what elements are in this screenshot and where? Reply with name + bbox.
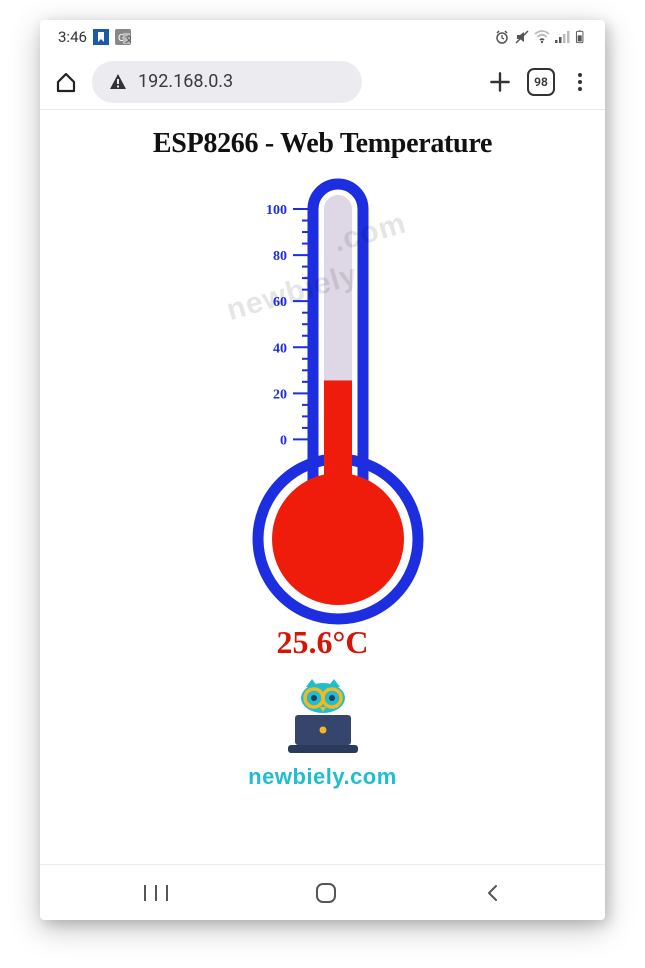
svg-text:40: 40	[273, 341, 287, 356]
svg-text:文: 文	[125, 34, 131, 44]
url-bar[interactable]: 192.168.0.3	[92, 61, 362, 103]
status-bar: 3:46 G文	[40, 20, 605, 54]
thermometer-widget: .com newbiely 020406080100	[163, 166, 483, 626]
status-time: 3:46	[58, 28, 87, 46]
status-right	[494, 29, 587, 45]
phone-frame: 3:46 G文 192.168.0.3 98 ESP8266 - Web Tem…	[40, 20, 605, 920]
app-icon-1	[93, 29, 109, 45]
url-text: 192.168.0.3	[138, 71, 233, 92]
new-tab-button[interactable]	[487, 69, 513, 95]
home-icon[interactable]	[54, 70, 78, 94]
alarm-icon	[494, 29, 510, 45]
menu-button[interactable]	[569, 71, 591, 93]
svg-text:80: 80	[273, 249, 287, 264]
back-button[interactable]	[483, 883, 503, 903]
status-left: 3:46 G文	[58, 28, 131, 46]
mute-icon	[514, 29, 530, 45]
brand-name: newbiely.com	[40, 764, 605, 790]
system-nav-bar	[40, 864, 605, 920]
tabs-count: 98	[534, 75, 548, 89]
battery-icon	[574, 29, 587, 45]
svg-text:20: 20	[273, 387, 287, 402]
svg-text:60: 60	[273, 295, 287, 310]
tabs-button[interactable]: 98	[527, 68, 555, 96]
page-content: ESP8266 - Web Temperature .com newbiely …	[40, 110, 605, 790]
home-button[interactable]	[314, 881, 338, 905]
svg-text:100: 100	[266, 203, 287, 218]
page-title: ESP8266 - Web Temperature	[40, 128, 605, 160]
thermometer: 0 20 40 60 80 100	[163, 166, 483, 626]
owl-logo-icon	[278, 679, 368, 755]
translate-icon: G文	[115, 29, 131, 45]
browser-toolbar: 192.168.0.3 98	[40, 54, 605, 110]
recents-button[interactable]	[142, 883, 170, 903]
security-warning-icon	[108, 72, 128, 92]
signal-icon	[554, 29, 570, 45]
temperature-reading: 25.6°C	[40, 624, 605, 661]
svg-text:0: 0	[280, 433, 287, 448]
brand-block: newbiely.com	[40, 679, 605, 790]
wifi-icon	[534, 29, 550, 45]
